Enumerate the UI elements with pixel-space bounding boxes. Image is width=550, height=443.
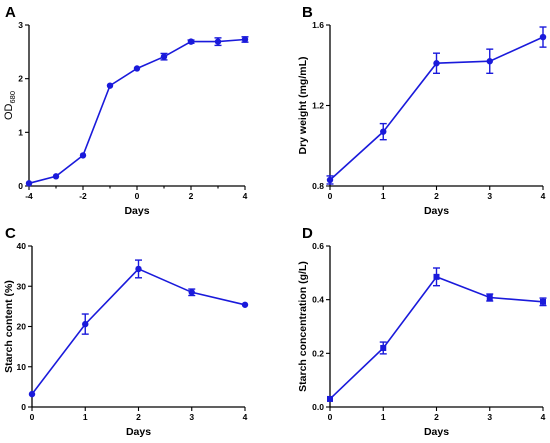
y-axis-title-main: OD: [3, 103, 15, 120]
y-tick-label: 30: [17, 281, 27, 291]
y-tick-label: 0.6: [312, 241, 324, 251]
series-line: [329, 275, 544, 400]
x-tick-label: 4: [243, 191, 248, 201]
data-point: [380, 128, 387, 135]
data-point: [486, 58, 493, 65]
y-tick-label: 0.8: [312, 181, 324, 191]
x-axis-title: Days: [126, 426, 151, 438]
y-tick-label: 1.6: [312, 20, 324, 30]
x-tick-label: 2: [189, 191, 194, 201]
x-tick-label: 1: [83, 412, 88, 422]
y-tick-label: 1: [18, 127, 23, 137]
x-tick-label: 3: [487, 412, 492, 422]
x-tick-label: 0: [328, 412, 333, 422]
x-tick-label: 1: [381, 191, 386, 201]
x-axis-title: Days: [124, 205, 149, 217]
data-point: [241, 36, 249, 43]
data-point: [52, 173, 60, 180]
y-tick-label: 40: [17, 241, 27, 251]
data-point: [187, 38, 195, 45]
x-tick-label: 4: [541, 412, 546, 422]
x-axis-title: Days: [424, 426, 449, 438]
x-tick-label: 2: [434, 412, 439, 422]
panel-label: D: [302, 225, 313, 242]
data-point: [188, 289, 195, 296]
data-point: [327, 395, 333, 402]
data-point: [133, 65, 141, 72]
panel-label: A: [5, 4, 16, 21]
data-point: [160, 53, 168, 60]
data-point: [540, 298, 546, 305]
data-point: [25, 180, 33, 187]
x-tick-label: 1: [381, 412, 386, 422]
y-axis-title: Starch concentration (g/L): [297, 261, 309, 392]
chart-panel-c: C 0 10 20 30 40 0 1 2 3 4 Days Starch content (%): [3, 225, 249, 438]
chart-panel-a: A 0 1 2 3 -4 -2 0 2 4 Days OD680: [3, 4, 249, 217]
data-point: [214, 38, 222, 45]
y-axis-title-subscript: 680: [8, 91, 17, 104]
data-point: [28, 390, 36, 398]
y-tick-label: 3: [18, 20, 23, 30]
x-axis-title: Days: [424, 205, 449, 217]
y-axis-title: Dry weight (mg/mL): [297, 56, 309, 154]
x-tick-label: 0: [30, 412, 35, 422]
x-tick-label: 3: [189, 412, 194, 422]
data-point: [433, 60, 440, 67]
x-tick-label: 2: [136, 412, 141, 422]
series-line: [28, 38, 246, 185]
data-point: [539, 33, 547, 41]
x-tick-label: 4: [541, 191, 546, 201]
panel-label: C: [5, 225, 16, 242]
data-point: [380, 344, 387, 351]
data-point: [79, 152, 87, 159]
data-point: [106, 82, 114, 89]
chart-panel-d: D 0.0 0.2 0.4 0.6 0 1 2 3 4 Days Starch concentrati…: [297, 225, 547, 438]
data-point: [135, 265, 142, 273]
y-tick-label: 0.2: [312, 348, 324, 358]
y-tick-label: 0: [18, 181, 23, 191]
y-tick-label: 10: [17, 362, 27, 372]
x-tick-label: -2: [79, 191, 87, 201]
x-tick-label: 0: [135, 191, 140, 201]
y-tick-label: 1.2: [312, 101, 324, 111]
y-tick-label: 0.4: [312, 295, 324, 305]
y-tick-label: 0.0: [312, 402, 324, 412]
x-tick-label: 4: [243, 412, 248, 422]
y-tick-label: 2: [18, 74, 23, 84]
y-axis-title: OD680: [3, 91, 17, 120]
data-point: [82, 320, 89, 328]
x-tick-label: 0: [328, 191, 333, 201]
panel-label: B: [302, 4, 313, 21]
data-point: [433, 273, 440, 280]
y-axis-title: Starch content (%): [3, 280, 15, 373]
y-tick-label: 20: [17, 322, 27, 332]
data-point: [241, 301, 249, 308]
x-tick-label: 2: [434, 191, 439, 201]
data-point: [486, 294, 493, 301]
chart-panel-b: B 0.8 1.2 1.6 0 1 2 3 4 Days Dry weight (mg/mL): [297, 4, 547, 217]
data-point: [326, 176, 334, 184]
y-tick-label: 0: [21, 402, 26, 412]
x-tick-label: -4: [25, 191, 33, 201]
series-line: [31, 267, 246, 395]
x-tick-label: 3: [487, 191, 492, 201]
